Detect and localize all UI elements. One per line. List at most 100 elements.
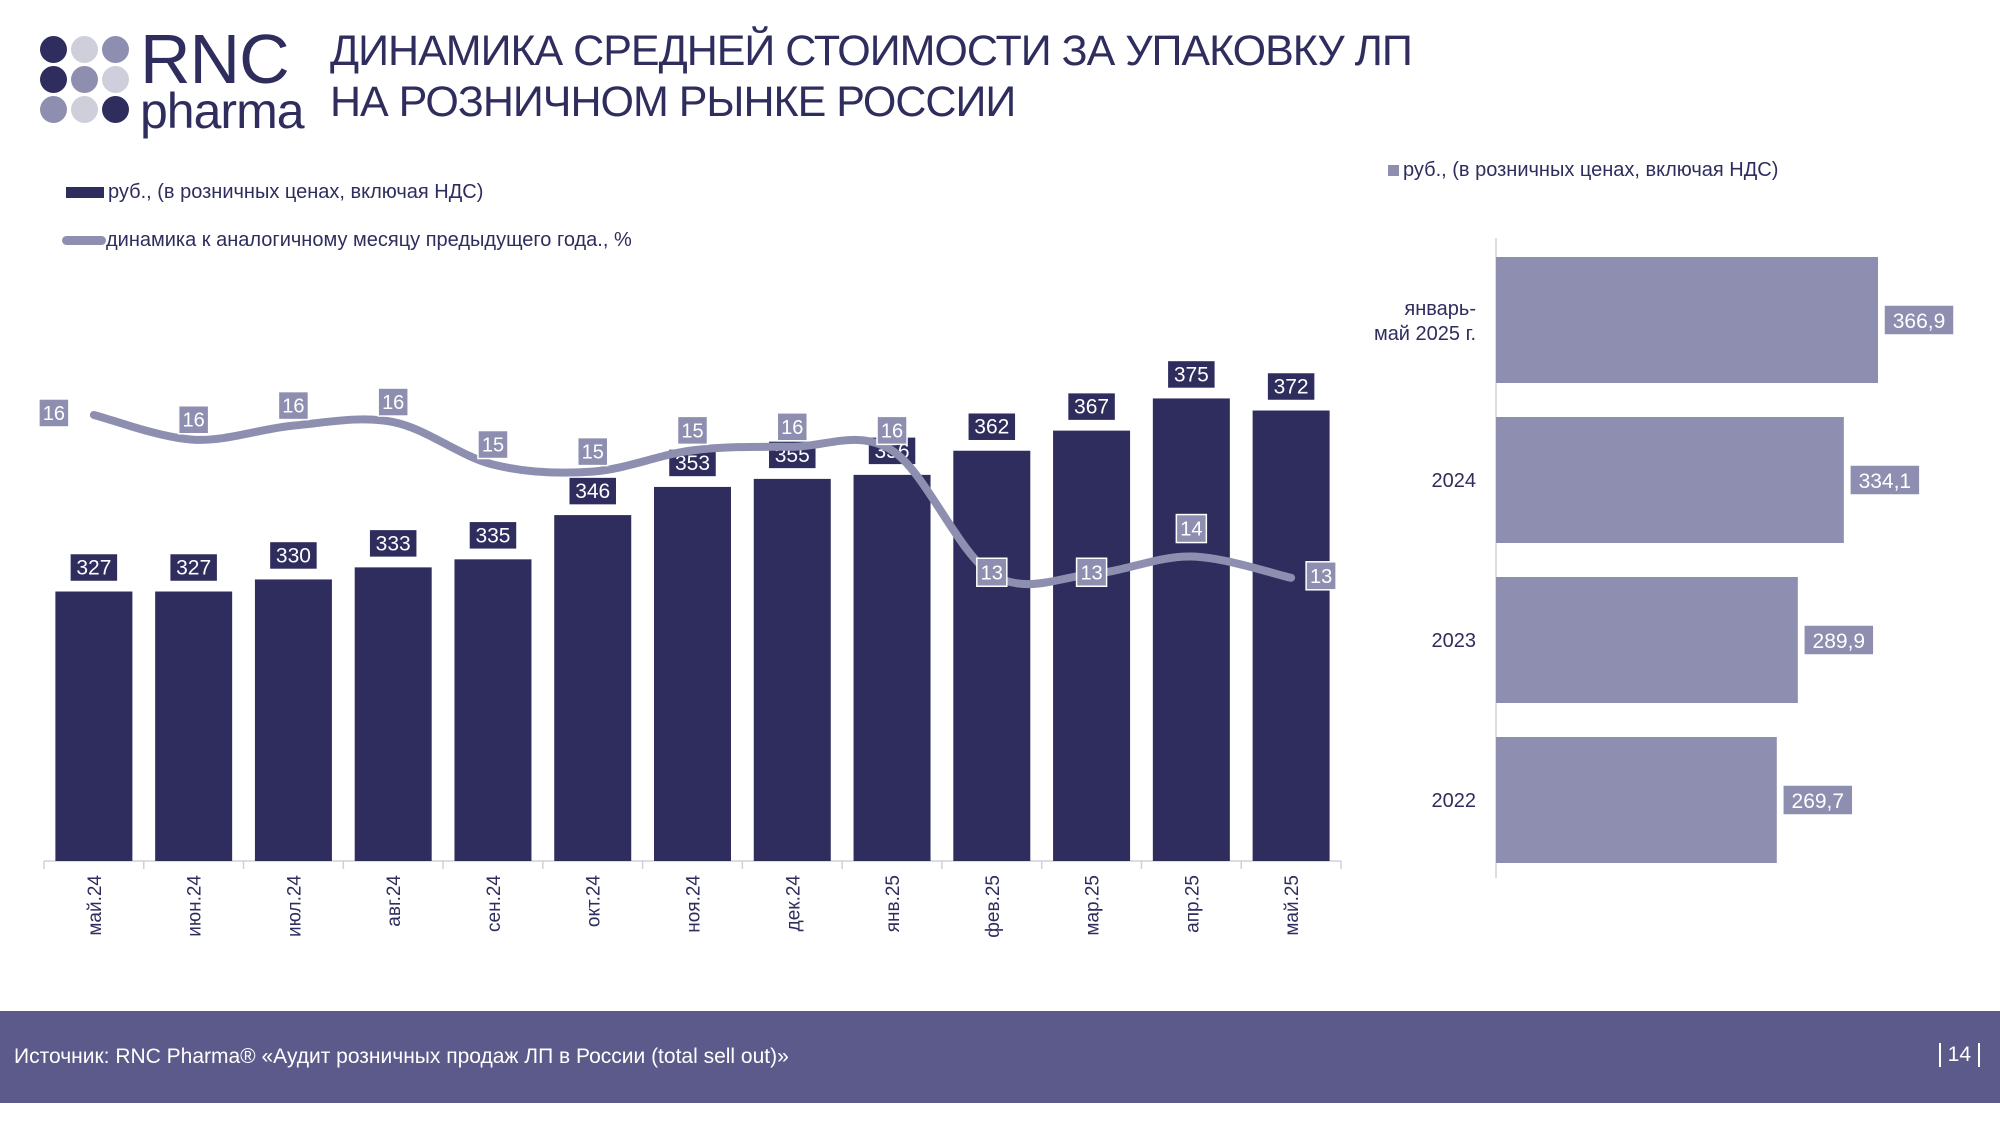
legend-line-swatch bbox=[62, 236, 106, 245]
line-data-label: 15 bbox=[482, 435, 504, 457]
page-number: 14 bbox=[1938, 1043, 1980, 1067]
bar-label-box bbox=[567, 476, 618, 506]
line-label-box bbox=[1305, 561, 1337, 591]
logo-dot bbox=[40, 36, 67, 63]
bar-data-label: 333 bbox=[376, 532, 411, 555]
line-label-box bbox=[676, 415, 709, 446]
x-tick-label: май.24 bbox=[85, 875, 106, 936]
hbar-data-label: 366,9 bbox=[1893, 310, 1946, 333]
legend-line-series: динамика к аналогичному месяцу предыдуще… bbox=[62, 229, 632, 252]
bar bbox=[155, 591, 233, 861]
logo-dot bbox=[102, 66, 129, 93]
x-tick-label: ноя.24 bbox=[684, 875, 705, 933]
line-data-label: 16 bbox=[43, 403, 65, 425]
logo-dot bbox=[102, 36, 129, 63]
bar-label-box bbox=[1166, 359, 1217, 390]
x-tick-label: янв.25 bbox=[883, 875, 904, 932]
bar bbox=[1152, 398, 1230, 861]
x-tick-label: фев.25 bbox=[983, 875, 1004, 938]
logo-dot bbox=[40, 96, 67, 123]
bar-data-label: 372 bbox=[1274, 376, 1309, 399]
hbar-data-label: 289,9 bbox=[1813, 630, 1866, 653]
hbar-label-box bbox=[1883, 304, 1955, 336]
bar-label-box bbox=[268, 540, 319, 571]
line-data-label: 13 bbox=[981, 562, 1003, 584]
line-label-box bbox=[377, 387, 409, 417]
line-label-box bbox=[1175, 513, 1208, 544]
x-tick-label: май.25 bbox=[1282, 875, 1303, 936]
x-tick-label: сен.24 bbox=[484, 875, 505, 932]
line-label-box bbox=[177, 404, 210, 435]
x-tick-label: июл.24 bbox=[284, 875, 305, 937]
legend-line-label: динамика к аналогичному месяцу предыдуще… bbox=[106, 229, 632, 251]
hbar bbox=[1496, 257, 1878, 383]
line-data-label: 13 bbox=[1080, 562, 1102, 584]
x-tick-label: дек.24 bbox=[783, 875, 804, 932]
bar bbox=[254, 579, 332, 861]
bar-data-label: 362 bbox=[974, 416, 1009, 439]
bar bbox=[454, 559, 532, 861]
line-label-box bbox=[38, 398, 70, 428]
bar-label-box bbox=[69, 552, 119, 583]
bar bbox=[953, 450, 1031, 861]
bar bbox=[654, 486, 731, 861]
logo-name: RNC bbox=[140, 20, 290, 98]
bar bbox=[1252, 410, 1330, 861]
hbar bbox=[1496, 737, 1777, 863]
hbar bbox=[1496, 417, 1844, 543]
line-label-box bbox=[976, 557, 1008, 588]
line-label-box bbox=[477, 429, 509, 460]
bar-data-label: 346 bbox=[575, 480, 610, 503]
logo-dot bbox=[71, 96, 98, 123]
legend-hbar-label: руб., (в розничных ценах, включая НДС) bbox=[1403, 159, 1779, 181]
bar-data-label: 367 bbox=[1074, 396, 1109, 419]
page-title-line2: НА РОЗНИЧНОМ РЫНКЕ РОССИИ bbox=[330, 78, 1016, 126]
legend-bar-swatch bbox=[66, 187, 104, 198]
logo-dot bbox=[40, 66, 67, 93]
legend-bar-label: руб., (в розничных ценах, включая НДС) bbox=[108, 181, 484, 203]
y-tick-label: 2022 bbox=[1432, 790, 1477, 812]
bar-data-label: 335 bbox=[475, 524, 510, 547]
x-tick-label: авг.24 bbox=[384, 875, 405, 927]
bar bbox=[753, 478, 831, 861]
bar bbox=[554, 515, 632, 861]
line-data-label: 16 bbox=[282, 396, 304, 418]
line-label-box bbox=[576, 436, 609, 467]
bar-data-label: 353 bbox=[675, 452, 710, 475]
line-data-label: 16 bbox=[183, 410, 205, 432]
footer-source: Источник: RNC Pharma® «Аудит розничных п… bbox=[14, 1045, 789, 1068]
y-tick-label: 2023 bbox=[1432, 630, 1477, 652]
bar bbox=[853, 474, 931, 861]
logo-dot bbox=[102, 96, 129, 123]
bar-data-label: 327 bbox=[76, 557, 111, 580]
logo: RNC pharma bbox=[36, 24, 306, 136]
x-tick-label: апр.25 bbox=[1182, 875, 1203, 933]
y-tick-label: январь- bbox=[1404, 298, 1476, 320]
legend-hbar-swatch bbox=[1388, 165, 1399, 176]
bar-label-box bbox=[1266, 371, 1316, 402]
line-data-label: 16 bbox=[382, 392, 404, 414]
line-data-label: 14 bbox=[1180, 519, 1202, 541]
bar bbox=[354, 567, 432, 861]
line-data-label: 15 bbox=[582, 442, 604, 464]
monthly-price-chart: 327 май.24 327 июн.24 330 июл.24 333 авг.24 335 с… bbox=[38, 359, 1342, 938]
line-label-box bbox=[277, 390, 310, 421]
logo-dot bbox=[71, 66, 98, 93]
line-data-label: 16 bbox=[881, 420, 903, 442]
x-tick-label: мар.25 bbox=[1083, 875, 1104, 936]
legend-bar-series: руб., (в розничных ценах, включая НДС) bbox=[66, 181, 483, 204]
yearly-price-chart: 366,9 январь-май 2025 г. 334,1 2024 289,9 202… bbox=[1374, 238, 1955, 878]
bar bbox=[1053, 430, 1131, 861]
hbar bbox=[1496, 577, 1798, 703]
bar bbox=[55, 591, 133, 861]
bar-label-box bbox=[967, 411, 1017, 442]
bar-label-box bbox=[168, 552, 219, 583]
line-label-box bbox=[876, 415, 908, 446]
line-label-box bbox=[1075, 557, 1108, 588]
legend-hbar-series: руб., (в розничных ценах, включая НДС) bbox=[1388, 159, 1778, 182]
bar-label-box bbox=[1066, 391, 1117, 422]
hbar-label-box bbox=[1849, 464, 1921, 496]
hbar-data-label: 269,7 bbox=[1792, 790, 1845, 813]
line-data-label: 15 bbox=[681, 420, 703, 442]
hbar-label-box bbox=[1803, 624, 1875, 656]
